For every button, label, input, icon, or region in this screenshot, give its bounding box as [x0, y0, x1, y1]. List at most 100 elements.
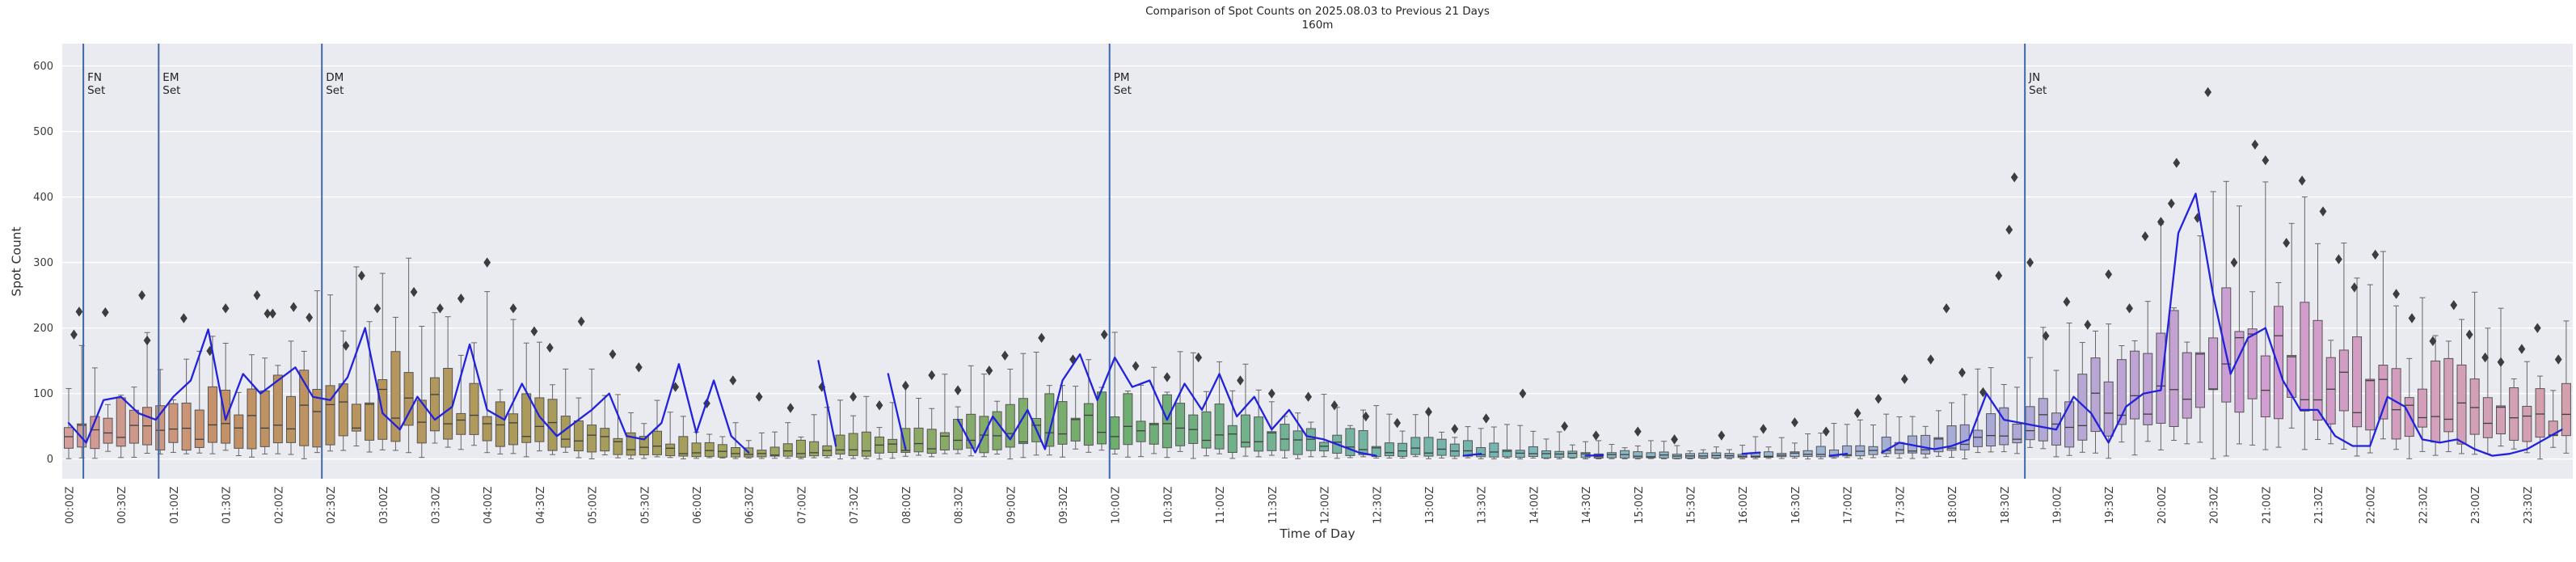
outlier-diamond [1561, 420, 1569, 432]
box-whisker-bin [1070, 386, 1081, 450]
box-whisker-bin [2443, 340, 2454, 453]
box-whisker-bin [2300, 196, 2310, 450]
box-whisker-bin [887, 402, 898, 459]
outlier-diamond [1671, 434, 1678, 445]
current-day-line [1828, 453, 1849, 457]
box-whisker-bin [848, 415, 858, 459]
outlier-diamond [1958, 367, 1966, 378]
box-whisker-bin [2077, 342, 2088, 453]
box-whisker-bin [1959, 394, 1970, 460]
box-whisker-bin [1489, 426, 1499, 460]
outlier-diamond [2042, 331, 2050, 341]
outlier-diamond [1592, 430, 1600, 441]
box-whisker-bin [1371, 405, 1381, 459]
box-whisker-bin [103, 404, 113, 452]
outlier-diamond [2084, 319, 2092, 330]
x-axis-label: Time of Day [1280, 526, 1355, 541]
box-whisker-bin [678, 416, 689, 460]
outlier-diamond [342, 340, 350, 351]
outlier-diamond [1195, 352, 1203, 363]
box-whisker-bin [272, 365, 283, 454]
outlier-diamond [928, 370, 936, 381]
box-whisker-bin [365, 321, 375, 453]
outlier-diamond [138, 289, 145, 301]
outlier-diamond [357, 270, 365, 281]
outlier-diamond [483, 257, 491, 268]
x-tick-label: 23:00Z [2470, 487, 2482, 524]
box-whisker-bin [207, 336, 217, 454]
box-whisker-bin [809, 414, 820, 458]
box-whisker-bin [325, 294, 335, 452]
box-whisker-bin [495, 389, 505, 454]
box-whisker-bin [1528, 430, 1538, 458]
box-whisker-bin [1358, 409, 1368, 458]
box-whisker-bin [1410, 414, 1421, 458]
box-whisker-bin [626, 412, 636, 459]
x-tick-label: 08:00Z [901, 487, 913, 524]
box-whisker-bin [992, 400, 1002, 455]
outlier-diamond [1874, 393, 1882, 404]
box-whisker-bin [2234, 205, 2245, 445]
outlier-diamond [875, 400, 883, 411]
box-whisker-bin [2378, 251, 2388, 440]
current-day-line [956, 353, 1377, 457]
box-whisker-bin [508, 319, 519, 454]
outlier-diamond [1822, 426, 1830, 437]
box-whisker-bin [247, 354, 257, 458]
outlier-diamond [2335, 254, 2342, 264]
box-whisker-bin [665, 412, 676, 458]
box-whisker-bin [2182, 341, 2192, 445]
box-whisker-bin [1044, 385, 1055, 456]
x-tick-label: 17:30Z [1895, 487, 1907, 524]
box-whisker-bin [2365, 284, 2376, 454]
current-day-line [67, 327, 750, 454]
outlier-diamond [2141, 231, 2149, 242]
current-day-line [1584, 454, 1604, 457]
box-whisker-bin [2325, 340, 2336, 445]
box-whisker-bin [1685, 450, 1696, 459]
outlier-diamond [1900, 374, 1908, 385]
box-whisker-bin [1764, 446, 1774, 459]
box-whisker-bin [1790, 442, 1800, 459]
box-whisker-bin [2404, 357, 2414, 459]
box-whisker-bin [717, 436, 727, 458]
outlier-diamond [436, 303, 444, 314]
x-tick-label: 12:30Z [1372, 487, 1384, 524]
x-tick-label: 18:00Z [1947, 487, 1959, 524]
box-whisker-bin [1280, 416, 1290, 458]
outlier-diamond [609, 349, 617, 360]
x-tick-label: 14:30Z [1581, 487, 1593, 524]
box-whisker-bin [1698, 449, 1709, 459]
x-tick-label: 14:00Z [1528, 487, 1541, 524]
x-tick-label: 06:30Z [744, 487, 757, 524]
box-whisker-bin [1777, 437, 1787, 459]
outlier-diamond [1853, 408, 1861, 419]
x-tick-label: 05:00Z [588, 487, 600, 524]
box-whisker-bin [1319, 394, 1330, 458]
box-whisker-bin [1018, 353, 1028, 458]
outlier-diamond [1791, 417, 1798, 428]
set-marker-label-word: Set [162, 84, 180, 97]
outlier-diamond [1519, 388, 1527, 399]
box-whisker-bin [1567, 444, 1578, 459]
box-whisker-bin [90, 367, 100, 459]
y-tick-label: 500 [33, 126, 53, 138]
x-tick-label: 03:00Z [378, 487, 390, 524]
plot-background [62, 44, 2573, 479]
y-tick-label: 100 [33, 388, 53, 400]
box-whisker-bin [1083, 359, 1094, 453]
outlier-diamond [75, 306, 83, 317]
outlier-diamond [1482, 413, 1490, 424]
outlier-diamond [1330, 400, 1339, 411]
outlier-diamond [2481, 352, 2490, 363]
current-day-line [1741, 451, 1761, 455]
box-whisker-bin [913, 398, 924, 456]
x-tick-label: 11:30Z [1267, 487, 1280, 524]
outlier-diamond [1942, 303, 1950, 314]
outlier-diamond [101, 306, 109, 318]
box-whisker-bin [547, 384, 558, 455]
x-tick-label: 00:00Z [65, 487, 77, 524]
current-day-line [887, 373, 907, 450]
